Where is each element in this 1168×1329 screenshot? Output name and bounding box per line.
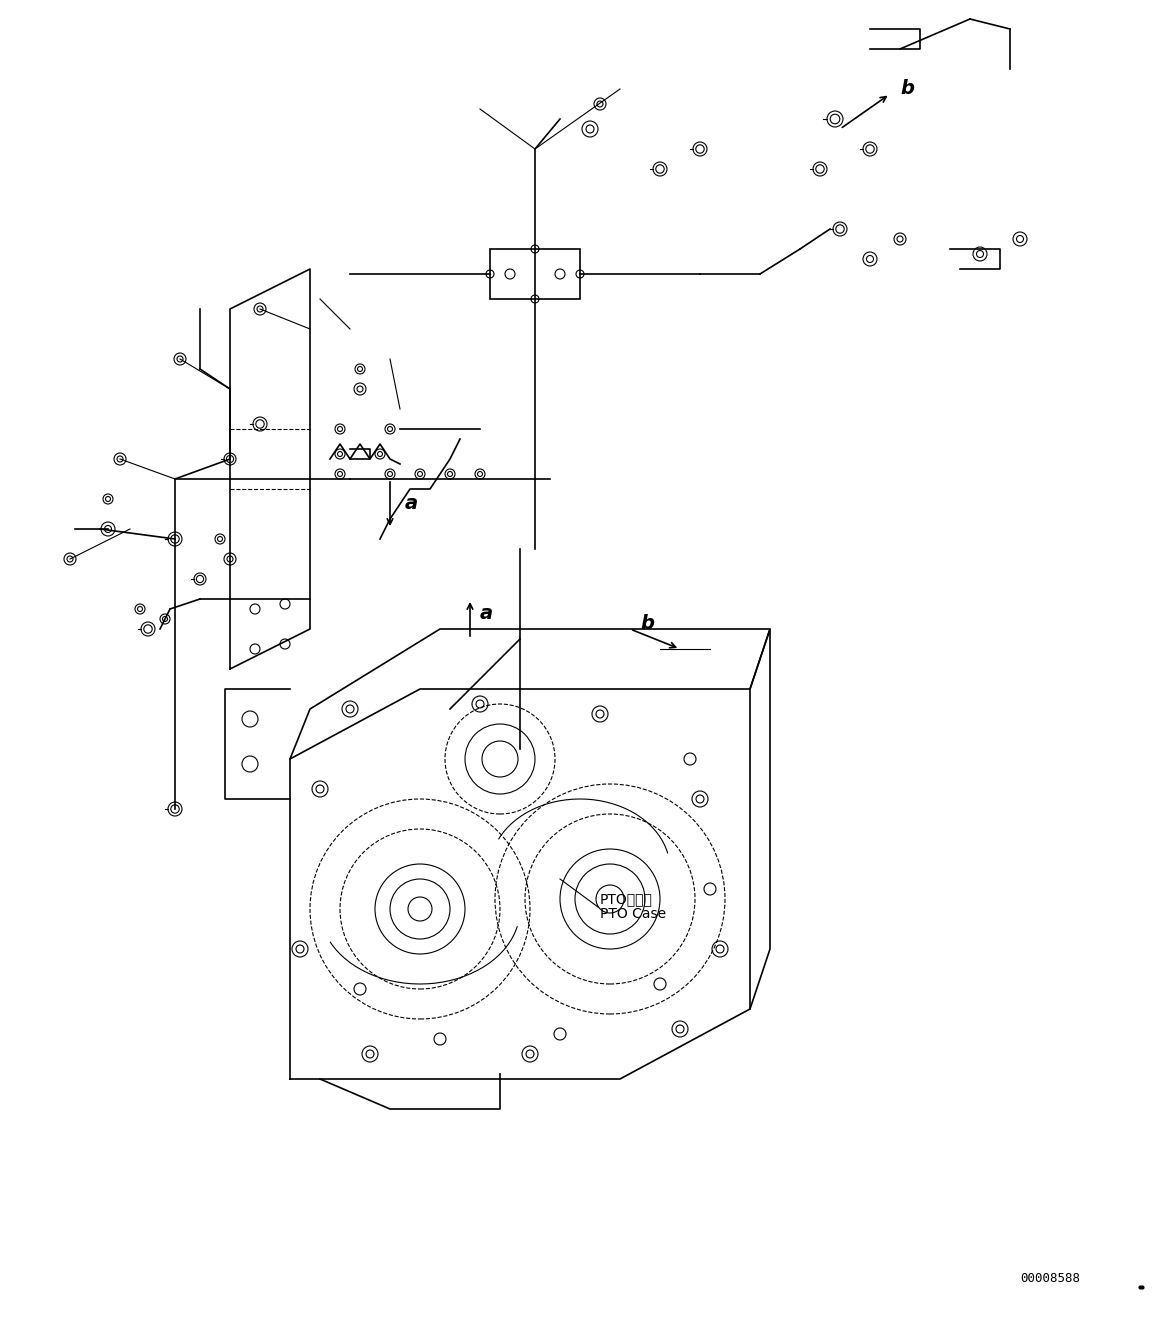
Text: PTOケース: PTOケース — [600, 892, 653, 906]
Text: a: a — [480, 603, 493, 623]
Text: b: b — [640, 614, 654, 633]
Text: a: a — [405, 494, 418, 513]
Text: PTO Case: PTO Case — [600, 906, 666, 921]
Text: 00008588: 00008588 — [1020, 1272, 1080, 1285]
Bar — [491, 249, 580, 299]
Text: b: b — [901, 78, 915, 98]
